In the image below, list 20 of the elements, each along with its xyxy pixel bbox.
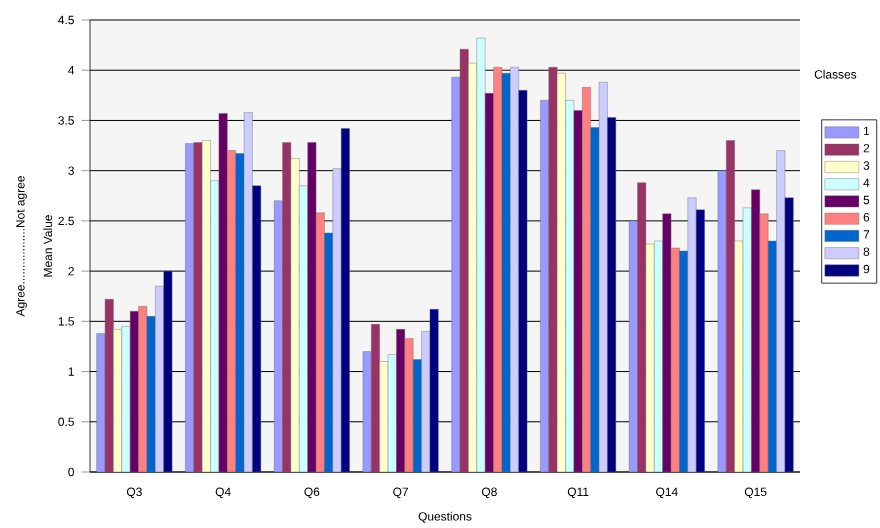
bar [501,73,511,473]
bar [662,213,672,473]
bar [687,197,697,473]
bar [598,82,608,473]
bar [201,140,211,473]
bar [218,113,228,473]
bar [163,270,173,473]
bar [776,150,786,473]
bar [138,306,148,473]
bar [185,143,194,473]
bar [282,142,292,473]
bar [429,309,439,473]
bar [548,67,558,473]
bar [307,142,317,473]
bar [104,299,114,473]
bar [459,48,469,473]
bar [476,37,486,473]
bar [193,142,203,473]
bar [493,67,503,473]
bar [243,112,253,473]
